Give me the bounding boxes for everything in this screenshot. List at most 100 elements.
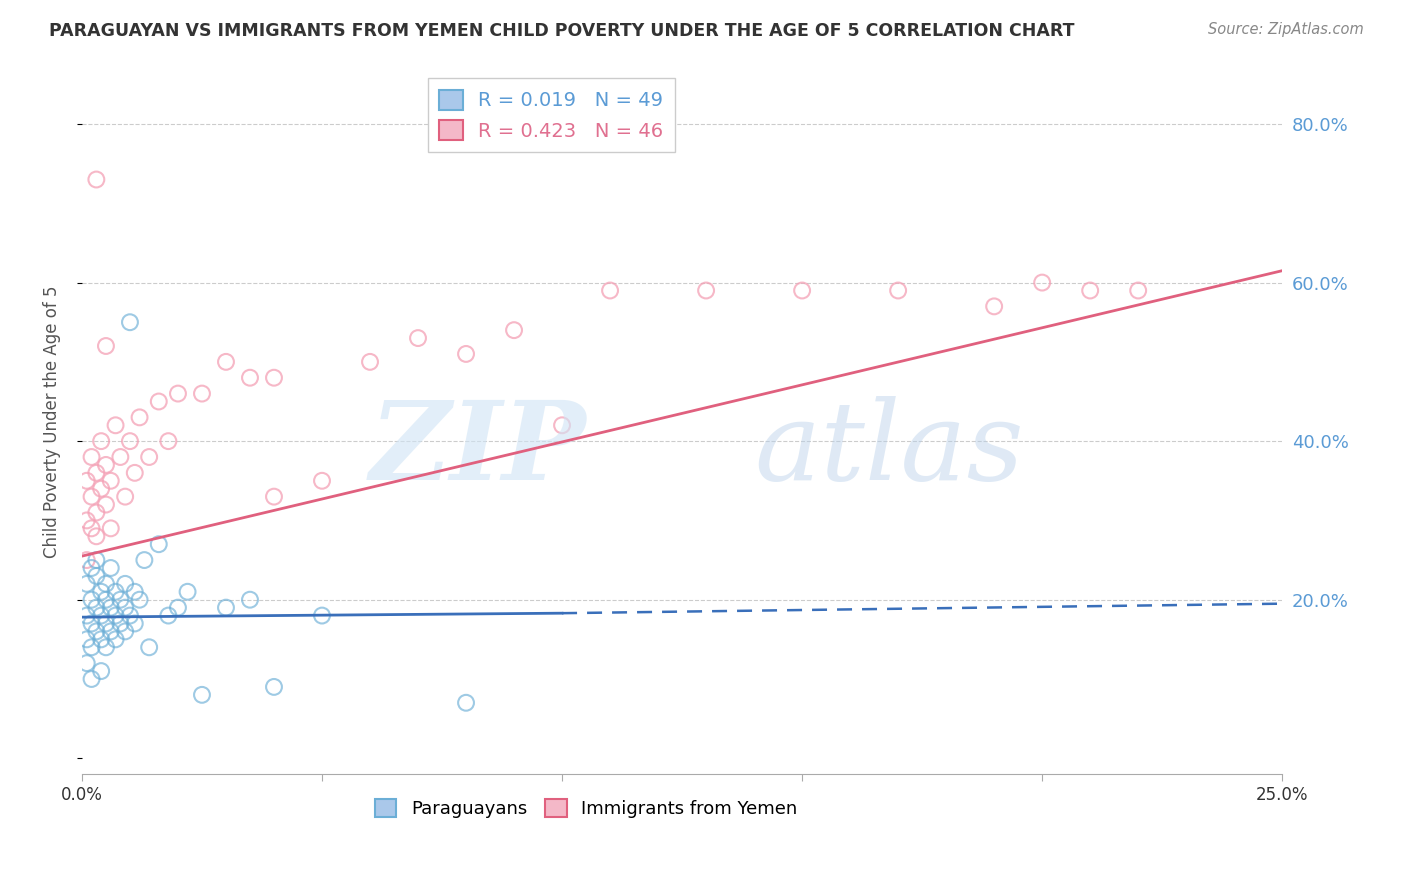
Point — [100, 561, 122, 575]
Point — [138, 450, 160, 464]
Point — [138, 640, 160, 655]
Point — [90, 664, 112, 678]
Point — [76, 656, 98, 670]
Point — [887, 284, 910, 298]
Point — [983, 299, 1005, 313]
Point — [100, 600, 122, 615]
Point — [239, 370, 262, 384]
Point — [76, 513, 98, 527]
Text: atlas: atlas — [754, 396, 1024, 503]
Point — [134, 553, 156, 567]
Point — [118, 315, 141, 329]
Point — [157, 434, 180, 449]
Point — [76, 553, 98, 567]
Point — [86, 466, 108, 480]
Point — [1031, 276, 1053, 290]
Point — [76, 474, 98, 488]
Point — [80, 521, 103, 535]
Point — [790, 284, 813, 298]
Point — [124, 584, 146, 599]
Point — [90, 584, 112, 599]
Point — [157, 608, 180, 623]
Point — [114, 490, 136, 504]
Point — [104, 584, 127, 599]
Point — [311, 474, 333, 488]
Point — [454, 347, 477, 361]
Point — [100, 521, 122, 535]
Point — [1078, 284, 1101, 298]
Point — [104, 608, 127, 623]
Point — [1128, 284, 1150, 298]
Point — [76, 577, 98, 591]
Point — [263, 490, 285, 504]
Point — [118, 608, 141, 623]
Point — [406, 331, 429, 345]
Y-axis label: Child Poverty Under the Age of 5: Child Poverty Under the Age of 5 — [44, 285, 60, 558]
Point — [191, 688, 214, 702]
Point — [80, 592, 103, 607]
Point — [118, 434, 141, 449]
Point — [86, 600, 108, 615]
Point — [86, 529, 108, 543]
Point — [110, 616, 132, 631]
Point — [215, 355, 238, 369]
Point — [86, 569, 108, 583]
Point — [94, 498, 117, 512]
Point — [148, 394, 170, 409]
Point — [110, 592, 132, 607]
Point — [263, 370, 285, 384]
Point — [263, 680, 285, 694]
Point — [503, 323, 526, 337]
Point — [104, 418, 127, 433]
Point — [167, 600, 190, 615]
Text: PARAGUAYAN VS IMMIGRANTS FROM YEMEN CHILD POVERTY UNDER THE AGE OF 5 CORRELATION: PARAGUAYAN VS IMMIGRANTS FROM YEMEN CHIL… — [49, 22, 1074, 40]
Point — [167, 386, 190, 401]
Point — [599, 284, 621, 298]
Point — [94, 616, 117, 631]
Point — [80, 450, 103, 464]
Point — [311, 608, 333, 623]
Point — [86, 553, 108, 567]
Point — [100, 624, 122, 639]
Point — [454, 696, 477, 710]
Point — [94, 458, 117, 472]
Point — [359, 355, 381, 369]
Point — [128, 410, 150, 425]
Point — [90, 482, 112, 496]
Point — [551, 418, 574, 433]
Point — [114, 624, 136, 639]
Point — [80, 561, 103, 575]
Point — [114, 600, 136, 615]
Point — [86, 172, 108, 186]
Text: ZIP: ZIP — [370, 396, 586, 503]
Point — [100, 474, 122, 488]
Point — [80, 490, 103, 504]
Point — [124, 466, 146, 480]
Point — [124, 616, 146, 631]
Point — [104, 632, 127, 647]
Point — [215, 600, 238, 615]
Text: Source: ZipAtlas.com: Source: ZipAtlas.com — [1208, 22, 1364, 37]
Point — [76, 632, 98, 647]
Point — [80, 616, 103, 631]
Point — [128, 592, 150, 607]
Legend: Paraguayans, Immigrants from Yemen: Paraguayans, Immigrants from Yemen — [367, 791, 804, 825]
Point — [148, 537, 170, 551]
Point — [94, 339, 117, 353]
Point — [176, 584, 198, 599]
Point — [239, 592, 262, 607]
Point — [90, 608, 112, 623]
Point — [94, 640, 117, 655]
Point — [695, 284, 717, 298]
Point — [94, 592, 117, 607]
Point — [80, 672, 103, 686]
Point — [114, 577, 136, 591]
Point — [76, 608, 98, 623]
Point — [110, 450, 132, 464]
Point — [86, 506, 108, 520]
Point — [94, 577, 117, 591]
Point — [191, 386, 214, 401]
Point — [80, 640, 103, 655]
Point — [86, 624, 108, 639]
Point — [90, 434, 112, 449]
